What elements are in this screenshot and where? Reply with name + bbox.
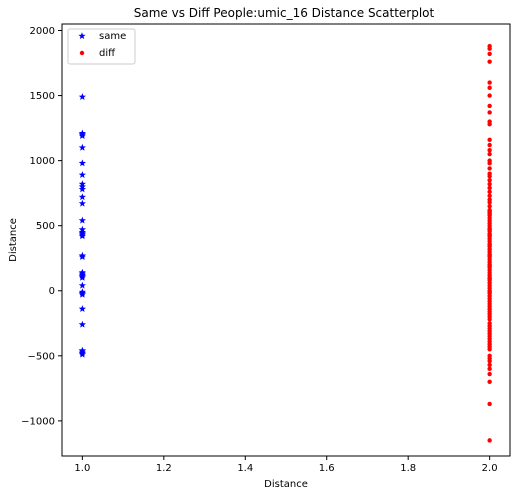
diff-point xyxy=(487,204,491,208)
diff-point xyxy=(487,233,491,237)
y-axis-label: Distance xyxy=(8,218,19,262)
diff-point xyxy=(487,161,491,165)
x-tick-label: 1.2 xyxy=(156,463,172,474)
x-tick-label: 2.0 xyxy=(482,463,498,474)
diff-point xyxy=(487,253,491,257)
diff-point xyxy=(487,80,491,84)
legend: same diff xyxy=(68,29,135,64)
diff-point xyxy=(487,148,491,152)
y-tick-label: 1500 xyxy=(30,91,55,102)
x-tick-label: 1.4 xyxy=(237,463,253,474)
diff-point xyxy=(487,166,491,170)
y-tick-label: −500 xyxy=(28,351,55,362)
diff-point xyxy=(487,52,491,56)
diff-point xyxy=(487,243,491,247)
y-tick-label: 500 xyxy=(36,221,55,232)
diff-point xyxy=(487,122,491,126)
chart-title: Same vs Diff People:umic_16 Distance Sca… xyxy=(134,6,435,20)
diff-point xyxy=(487,47,491,51)
y-tick-label: −1000 xyxy=(21,416,55,427)
diff-point xyxy=(487,143,491,147)
y-tick-label: 0 xyxy=(49,286,55,297)
diff-point xyxy=(487,60,491,64)
plot-area xyxy=(62,24,510,456)
diff-point xyxy=(487,190,491,194)
diff-point xyxy=(487,194,491,198)
legend-diff-label: diff xyxy=(99,48,116,59)
x-tick-label: 1.6 xyxy=(319,463,335,474)
diff-point xyxy=(487,264,491,268)
diff-point xyxy=(487,359,491,363)
legend-dot-icon xyxy=(80,51,84,55)
diff-point xyxy=(487,290,491,294)
diff-point xyxy=(487,372,491,376)
diff-point xyxy=(487,367,491,371)
legend-diff-marker xyxy=(80,51,84,55)
diff-point xyxy=(487,152,491,156)
diff-point xyxy=(487,227,491,231)
y-tick-label: 1000 xyxy=(30,156,55,167)
diff-point xyxy=(487,178,491,182)
diff-point xyxy=(487,104,491,108)
diff-point xyxy=(487,110,491,114)
diff-point xyxy=(487,212,491,216)
diff-point xyxy=(487,186,491,190)
diff-point xyxy=(487,138,491,142)
diff-point xyxy=(487,174,491,178)
diff-point xyxy=(487,363,491,367)
x-tick-label: 1.0 xyxy=(74,463,90,474)
x-tick-label: 1.8 xyxy=(400,463,416,474)
diff-point xyxy=(487,380,491,384)
diff-point xyxy=(487,402,491,406)
diff-point xyxy=(487,347,491,351)
diff-point xyxy=(487,93,491,97)
y-tick-label: 2000 xyxy=(30,26,55,37)
diff-point xyxy=(487,317,491,321)
diff-point xyxy=(487,200,491,204)
legend-same-label: same xyxy=(99,31,126,42)
diff-point xyxy=(487,86,491,90)
diff-point xyxy=(487,182,491,186)
x-axis-label: Distance xyxy=(264,479,308,490)
diff-point xyxy=(487,438,491,442)
diff-point xyxy=(487,277,491,281)
